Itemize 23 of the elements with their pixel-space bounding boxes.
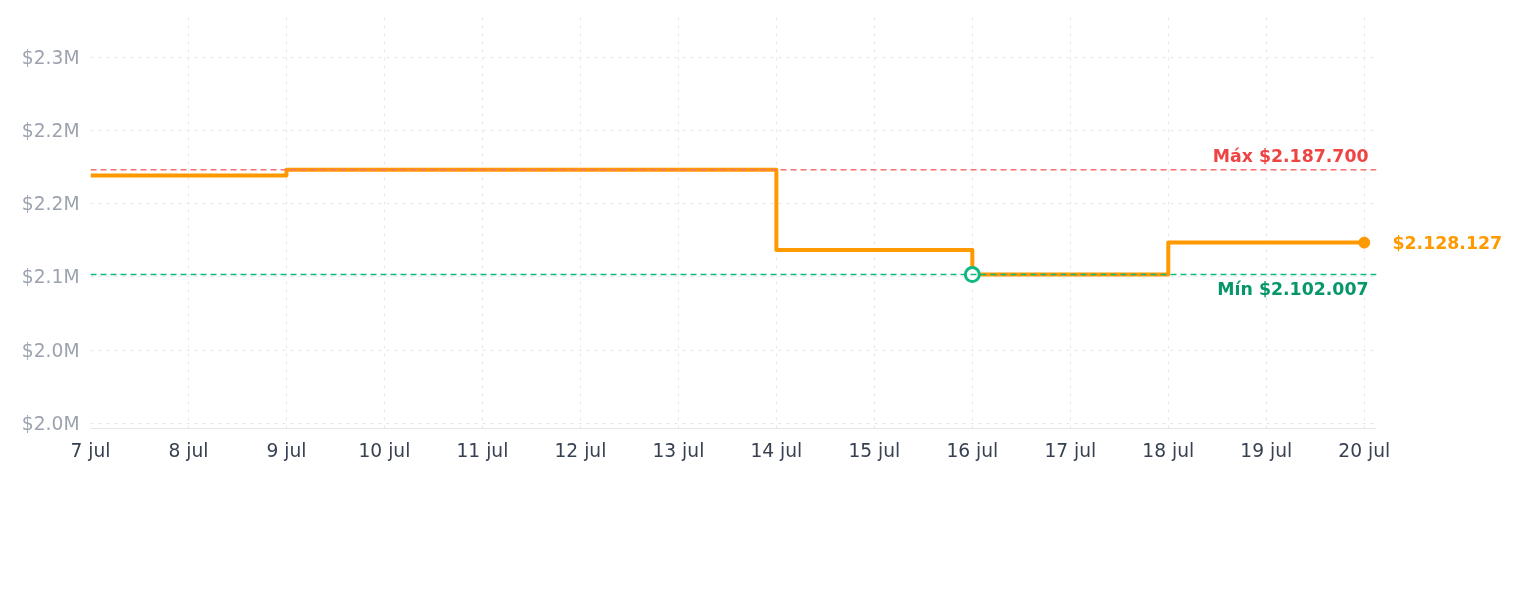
y-tick-label: $2.2M [21,193,80,215]
x-tick-label: 12 jul [554,439,607,461]
x-tick-label: 15 jul [848,439,901,461]
annotation: $2.128.127 [1392,232,1503,253]
y-tick-label: $2.0M [21,413,80,435]
x-tick-label: 18 jul [1142,439,1195,461]
x-tick-label: 20 jul [1338,439,1391,461]
x-tick-label: 13 jul [652,439,705,461]
x-tick-label: 17 jul [1044,439,1097,461]
ref-line-label: Máx $2.187.700 [1212,145,1369,166]
x-tick-label: 8 jul [168,439,209,461]
x-tick-label: 9 jul [266,439,307,461]
x-tick-label: 16 jul [946,439,999,461]
y-tick-label: $2.3M [21,46,80,68]
x-tick-label: 7 jul [70,439,111,461]
y-tick-label: $2.2M [21,119,80,141]
x-tick-label: 10 jul [358,439,411,461]
y-tick-label: $2.0M [21,339,80,361]
ref-line-label: Mín $2.102.007 [1217,278,1369,299]
y-tick-label: $2.1M [21,266,80,288]
x-tick-label: 14 jul [750,439,803,461]
x-tick-label: 19 jul [1240,439,1293,461]
x-tick-label: 11 jul [456,439,509,461]
